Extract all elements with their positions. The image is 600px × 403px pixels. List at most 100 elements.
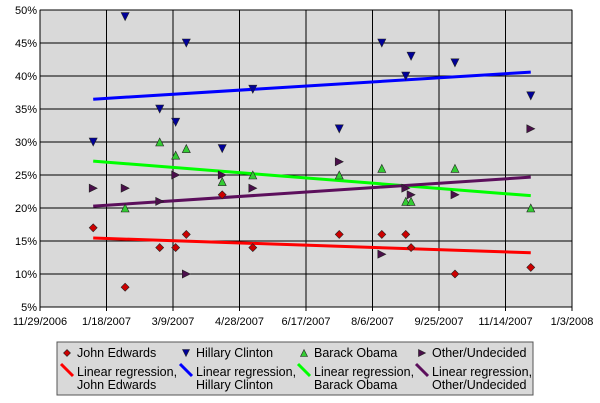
legend-line-swatch xyxy=(178,362,194,378)
legend-line-swatch xyxy=(296,362,312,378)
data-point xyxy=(526,262,536,272)
data-point xyxy=(155,196,165,206)
y-tick-label: 10% xyxy=(15,269,37,281)
legend-box xyxy=(56,341,534,396)
data-point xyxy=(217,176,227,186)
y-axis: 5% 10% 15% 20% 25% 30% 35% 40% 45% 50% xyxy=(15,5,37,314)
data-point xyxy=(171,170,181,180)
legend-line-swatch xyxy=(59,362,75,378)
data-point xyxy=(248,170,258,180)
data-point xyxy=(526,203,536,213)
legend-label: Other/Undecided xyxy=(432,378,527,392)
data-point xyxy=(217,144,227,154)
legend-label: Linear regression, xyxy=(432,365,532,379)
data-point xyxy=(155,243,165,253)
y-tick-label: 30% xyxy=(15,137,37,149)
legend-label: Barack Obama xyxy=(314,378,397,392)
gridlines xyxy=(39,9,573,311)
y-tick-label: 20% xyxy=(15,203,37,215)
data-point xyxy=(526,91,536,101)
data-point xyxy=(334,157,344,167)
data-point xyxy=(248,183,258,193)
x-tick-label: 1/3/2008 xyxy=(551,316,594,328)
y-tick-label: 5% xyxy=(21,302,37,314)
data-point xyxy=(377,249,387,259)
legend-marker xyxy=(63,349,71,357)
data-point xyxy=(526,124,536,134)
data-point xyxy=(181,38,191,48)
data-point xyxy=(406,196,416,206)
y-tick-label: 45% xyxy=(15,38,37,50)
data-point xyxy=(248,84,258,94)
legend-label: John Edwards xyxy=(77,378,156,392)
data-point xyxy=(450,269,460,279)
x-tick-label: 6/17/2007 xyxy=(282,316,331,328)
legend-marker xyxy=(300,348,308,357)
data-point xyxy=(155,104,165,114)
data-point xyxy=(377,229,387,239)
legend-label: John Edwards xyxy=(77,346,156,360)
y-tick-label: 25% xyxy=(15,170,37,182)
x-tick-label: 11/29/2006 xyxy=(13,316,67,328)
legend-label: Other/Undecided xyxy=(432,346,527,360)
data-point xyxy=(401,229,411,239)
x-tick-label: 9/25/2007 xyxy=(415,316,464,328)
regression-lines xyxy=(93,70,531,255)
data-point xyxy=(377,163,387,173)
data-point xyxy=(88,137,98,147)
data-point xyxy=(217,190,227,200)
regression-line xyxy=(93,70,531,101)
data-point xyxy=(406,190,416,200)
data-point xyxy=(450,163,460,173)
x-tick-label: 1/18/2007 xyxy=(82,316,131,328)
legend-line-swatch xyxy=(414,362,430,378)
legend-marker xyxy=(418,349,427,357)
regression-line xyxy=(93,175,531,208)
data-point xyxy=(171,117,181,127)
data-point xyxy=(181,229,191,239)
data-point xyxy=(155,137,165,147)
legend-label: Linear regression, xyxy=(196,365,296,379)
data-point xyxy=(217,170,227,180)
data-point xyxy=(334,124,344,134)
x-tick-label: 11/14/2007 xyxy=(478,316,532,328)
legend-label: Hillary Clinton xyxy=(196,346,273,360)
data-point xyxy=(181,143,191,153)
data-point xyxy=(406,51,416,61)
data-point xyxy=(377,38,387,48)
legend-marker xyxy=(182,349,190,358)
legend-label: Linear regression, xyxy=(77,365,177,379)
data-point xyxy=(120,203,130,213)
data-point xyxy=(406,243,416,253)
x-axis: 11/29/2006 1/18/2007 3/9/2007 4/28/2007 6/17… xyxy=(13,316,594,328)
data-point xyxy=(334,229,344,239)
data-point xyxy=(450,58,460,68)
x-tick-label: 3/9/2007 xyxy=(152,316,195,328)
data-points xyxy=(88,12,536,292)
y-tick-label: 35% xyxy=(15,104,37,116)
data-point xyxy=(450,190,460,200)
y-tick-label: 50% xyxy=(15,5,37,17)
data-point xyxy=(401,71,411,81)
y-tick-label: 15% xyxy=(15,236,37,248)
data-point xyxy=(401,183,411,193)
data-point xyxy=(120,282,130,292)
data-point xyxy=(88,183,98,193)
data-point xyxy=(182,269,191,279)
x-tick-label: 8/6/2007 xyxy=(351,316,394,328)
data-point xyxy=(171,150,181,160)
data-point xyxy=(88,223,98,233)
legend-label: Linear regression, xyxy=(314,365,414,379)
legend-label: Barack Obama xyxy=(314,346,397,360)
data-point xyxy=(334,170,344,180)
x-tick-label: 4/28/2007 xyxy=(215,316,264,328)
legend-label: Hillary Clinton xyxy=(196,378,273,392)
data-point xyxy=(120,12,130,22)
data-point xyxy=(171,243,181,253)
regression-line xyxy=(93,159,531,198)
y-tick-label: 40% xyxy=(15,71,37,83)
regression-line xyxy=(93,236,531,255)
data-point xyxy=(120,183,130,193)
